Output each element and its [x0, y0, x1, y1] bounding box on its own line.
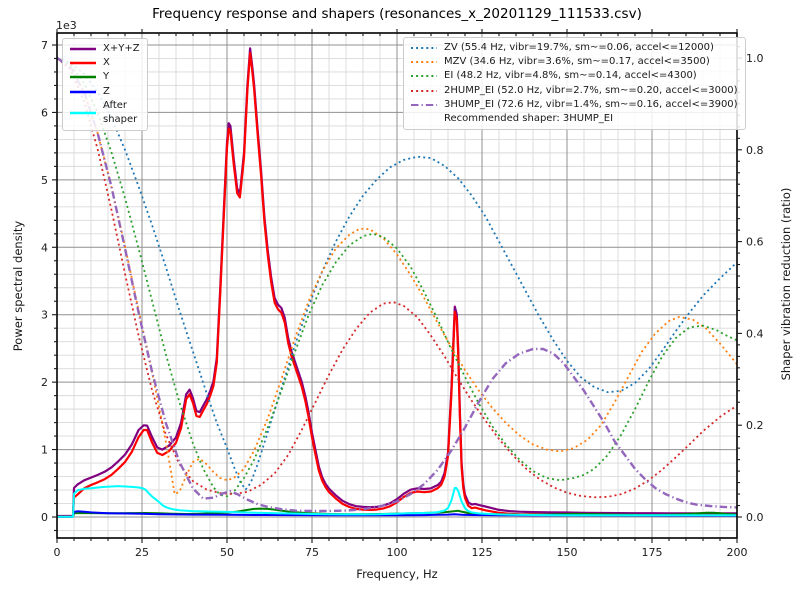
x-tick-label: 0	[54, 546, 61, 559]
legend-label: X+Y+Z	[103, 43, 140, 54]
curve-zv	[56, 57, 738, 491]
legend-label: MZV (34.6 Hz, vibr=3.6%, sm~=0.17, accel…	[444, 56, 710, 68]
legend-line-swatch-ei	[411, 75, 437, 78]
legend-line-swatch-3hump_ei	[411, 103, 437, 106]
y-left-tick-label: 1	[41, 444, 48, 457]
curve-3hump-ei	[56, 57, 738, 513]
x-tick-label: 125	[472, 546, 493, 559]
y-right-tick-label: 1.0	[746, 52, 764, 65]
y-left-tick-label: 5	[41, 174, 48, 187]
legend-label: ZV (55.4 Hz, vibr=19.7%, sm~=0.06, accel…	[444, 42, 714, 53]
legend-label: After shaper	[103, 99, 138, 125]
y-axis-right-label: Shaper vibration reduction (ratio)	[779, 187, 793, 381]
legend-line-swatch-mzv	[411, 61, 437, 64]
curve-mzv	[56, 57, 738, 496]
legend-line-swatch-zv	[411, 47, 437, 50]
legend-line-swatch-2hump_ei	[411, 89, 437, 92]
legend-item-psd-4: After shaper	[69, 99, 140, 127]
y-left-tick-label: 2	[41, 376, 48, 389]
chart-title: Frequency response and shapers (resonanc…	[152, 6, 642, 22]
y-right-tick-label: 0.0	[746, 511, 764, 524]
curve-after-shaper	[57, 485, 737, 518]
x-tick-label: 150	[557, 546, 578, 559]
legend-item-psd-1: X	[69, 56, 140, 70]
x-tick-label: 25	[135, 546, 149, 559]
x-tick-label: 50	[220, 546, 234, 559]
legend-psd: X+Y+Z X Y Z After shaper	[62, 38, 148, 132]
legend-line-swatch-z	[70, 90, 96, 93]
y-right-tick-label: 0.4	[746, 327, 764, 340]
curve-ei	[56, 57, 738, 498]
legend-item-shaper-0: ZV (55.4 Hz, vibr=19.7%, sm~=0.06, accel…	[410, 41, 738, 55]
x-axis-label: Frequency, Hz	[356, 567, 438, 581]
legend-label: 2HUMP_EI (52.0 Hz, vibr=2.7%, sm~=0.20, …	[444, 84, 738, 96]
legend-item-shaper-2: EI (48.2 Hz, vibr=4.8%, sm~=0.14, accel<…	[410, 69, 738, 83]
legend-line-swatch-x	[70, 62, 96, 65]
y-axis-offset-label: 1e3	[56, 19, 77, 32]
x-tick-label: 75	[305, 546, 319, 559]
legend-item-shaper-1: MZV (34.6 Hz, vibr=3.6%, sm~=0.17, accel…	[410, 55, 738, 69]
legend-item-psd-2: Y	[69, 70, 140, 84]
y-right-tick-label: 0.6	[746, 236, 764, 249]
y-left-tick-label: 4	[41, 241, 48, 254]
legend-item-shaper-3: 2HUMP_EI (52.0 Hz, vibr=2.7%, sm~=0.20, …	[410, 84, 738, 98]
legend-item-shaper-5: Recommended shaper: 3HUMP_EI	[410, 112, 738, 126]
legend-label: Z	[103, 85, 110, 97]
legend-label: X	[103, 57, 110, 69]
curve-x	[57, 51, 737, 518]
y-axis-left-label: Power spectral density	[11, 220, 25, 352]
y-left-tick-label: 7	[41, 39, 48, 52]
x-tick-label: 175	[642, 546, 663, 559]
y-left-tick-label: 0	[41, 511, 48, 524]
legend-shapers: ZV (55.4 Hz, vibr=19.7%, sm~=0.06, accel…	[403, 37, 746, 131]
y-right-tick-label: 0.8	[746, 144, 764, 157]
legend-line-swatch-after shaper	[70, 111, 96, 115]
x-tick-label: 100	[387, 546, 408, 559]
y-right-tick-label: 0.2	[746, 419, 764, 432]
x-tick-label: 200	[727, 546, 748, 559]
legend-label: 3HUMP_EI (72.6 Hz, vibr=1.4%, sm~=0.16, …	[444, 98, 738, 110]
curve-x-y-z	[57, 47, 737, 518]
legend-item-psd-3: Z	[69, 85, 140, 99]
y-left-tick-label: 3	[41, 309, 48, 322]
legend-label: Y	[103, 71, 110, 83]
legend-label: EI (48.2 Hz, vibr=4.8%, sm~=0.14, accel<…	[444, 70, 697, 82]
legend-line-swatch-x+y+z	[70, 47, 96, 51]
legend-label: Recommended shaper: 3HUMP_EI	[444, 112, 614, 124]
legend-line-swatch-y	[70, 76, 96, 79]
legend-item-shaper-4: 3HUMP_EI (72.6 Hz, vibr=1.4%, sm~=0.16, …	[410, 98, 738, 112]
legend-item-psd-0: X+Y+Z	[69, 42, 140, 56]
y-left-tick-label: 6	[41, 106, 48, 119]
